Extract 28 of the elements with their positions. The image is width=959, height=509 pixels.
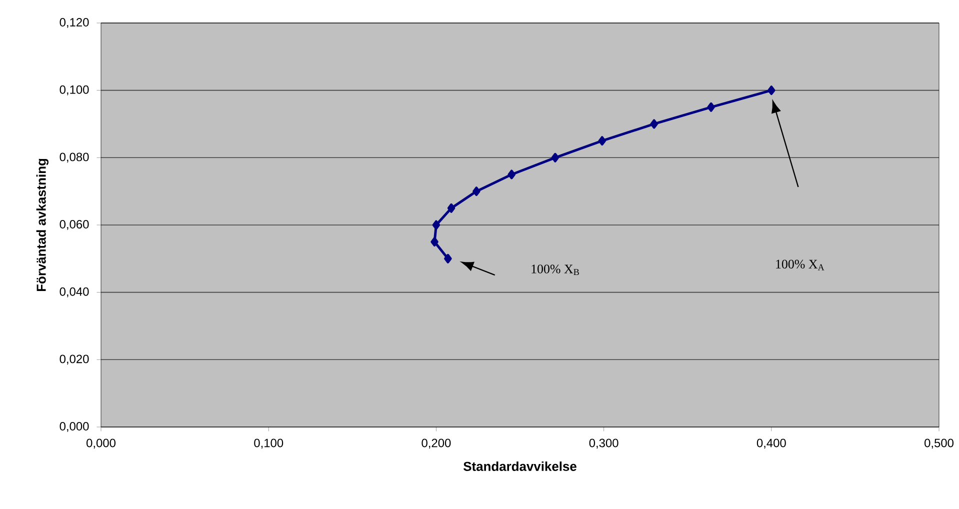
- point: [707, 102, 715, 112]
- y-tick-label: 0,000: [60, 422, 89, 432]
- x-tick-label: 0,200: [422, 438, 451, 449]
- point: [430, 237, 438, 247]
- y-axis-title: Förväntad avkastning: [36, 158, 48, 292]
- point: [650, 119, 658, 129]
- point: [551, 152, 560, 162]
- x-tick-label: 0,100: [254, 438, 284, 449]
- x-tick-label: 0,300: [589, 438, 618, 449]
- x-tick-label: 0,500: [924, 438, 954, 449]
- point: [432, 220, 440, 230]
- point: [598, 136, 606, 146]
- point: [508, 170, 516, 180]
- point: [472, 186, 480, 196]
- y-tick-label: 0,060: [60, 220, 89, 230]
- y-tick-label: 0,080: [60, 152, 89, 163]
- annotation: 100% X$_{B}$: [532, 264, 579, 276]
- point: [768, 86, 776, 96]
- x-axis-title: Standardavvikelse: [464, 461, 576, 471]
- point: [447, 203, 456, 213]
- y-tick-label: 0,120: [60, 18, 89, 28]
- y-tick-label: 0,020: [60, 354, 89, 365]
- x-tick-label: 0,400: [756, 438, 786, 449]
- point: [444, 254, 452, 264]
- x-tick-label: 0,000: [86, 438, 116, 449]
- y-tick-label: 0,100: [60, 85, 89, 96]
- y-tick-label: 0,040: [60, 287, 89, 298]
- annotation: 100% X$_{A}$: [776, 260, 824, 270]
